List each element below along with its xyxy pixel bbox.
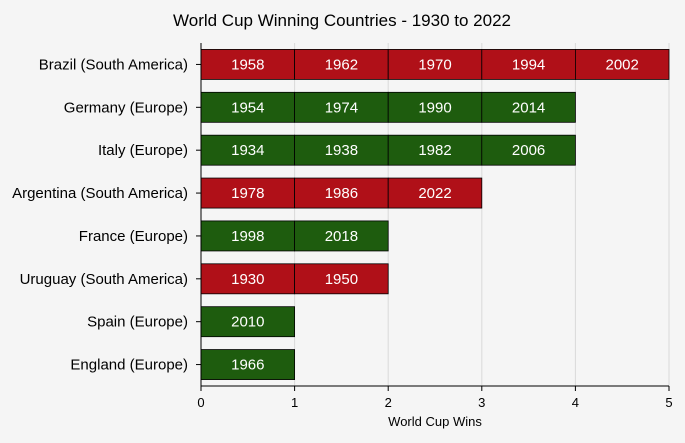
x-tick-label: 2 bbox=[385, 395, 392, 410]
segment-year-label: 1954 bbox=[231, 99, 264, 116]
bar-segment bbox=[294, 263, 389, 295]
segment-year-label: 1974 bbox=[325, 99, 358, 116]
segment-year-label: 2006 bbox=[512, 142, 545, 159]
segment-year-label: 2022 bbox=[418, 185, 451, 202]
bar-segment bbox=[294, 91, 389, 123]
bar-segment bbox=[294, 220, 389, 252]
category-label: Italy (Europe) bbox=[98, 142, 188, 159]
bar-segment bbox=[200, 91, 295, 123]
segment-year-label: 1950 bbox=[325, 271, 358, 288]
segment-year-label: 1994 bbox=[512, 56, 545, 73]
segment-year-label: 1930 bbox=[231, 271, 264, 288]
segment-year-label: 1990 bbox=[418, 99, 451, 116]
segment-year-label: 2014 bbox=[512, 99, 545, 116]
x-tick-label: 4 bbox=[572, 395, 579, 410]
segment-year-label: 1982 bbox=[418, 142, 451, 159]
category-label: Uruguay (South America) bbox=[20, 271, 188, 288]
bar-segment bbox=[200, 49, 295, 80]
segment-year-label: 2018 bbox=[325, 228, 358, 245]
bar-segment bbox=[294, 177, 389, 209]
segment-year-label: 1978 bbox=[231, 185, 264, 202]
x-tick-label: 5 bbox=[665, 395, 672, 410]
bar-segments: 1958 1962 1970 1994 2002 1954 1974 1990 2014 1934… bbox=[200, 49, 670, 380]
segment-year-label: 1938 bbox=[325, 142, 358, 159]
bar-segment bbox=[200, 263, 295, 295]
segment-year-label: 1970 bbox=[418, 56, 451, 73]
bar-segment bbox=[294, 134, 389, 166]
bar-segment bbox=[481, 134, 576, 166]
bar-segment bbox=[575, 49, 670, 80]
x-tick-label: 3 bbox=[478, 395, 485, 410]
chart-title: World Cup Winning Countries - 1930 to 20… bbox=[173, 11, 511, 30]
category-label: Brazil (South America) bbox=[39, 56, 188, 73]
category-label: Argentina (South America) bbox=[12, 185, 188, 202]
segment-year-label: 2010 bbox=[231, 314, 264, 331]
segment-year-label: 1986 bbox=[325, 185, 358, 202]
category-labels: Brazil (South America) Germany (Europe) It… bbox=[12, 56, 201, 374]
bar-segment bbox=[481, 91, 576, 123]
bar-segment bbox=[387, 49, 483, 80]
segment-year-label: 1998 bbox=[231, 228, 264, 245]
segment-year-label: 1966 bbox=[231, 357, 264, 374]
category-label: France (Europe) bbox=[79, 228, 188, 245]
x-tick-label: 1 bbox=[291, 395, 298, 410]
bar-segment bbox=[200, 349, 295, 380]
category-label: Germany (Europe) bbox=[64, 99, 188, 116]
x-ticks: 0 1 2 3 4 5 bbox=[197, 386, 673, 410]
segment-year-label: 1958 bbox=[231, 56, 264, 73]
segment-year-label: 1962 bbox=[325, 56, 358, 73]
segment-year-label: 2002 bbox=[606, 56, 639, 73]
category-label: Spain (Europe) bbox=[87, 314, 188, 331]
x-tick-label: 0 bbox=[197, 395, 204, 410]
category-label: England (Europe) bbox=[70, 357, 188, 374]
bar-segment bbox=[200, 220, 295, 252]
bar-segment bbox=[387, 177, 483, 209]
segment-year-label: 1934 bbox=[231, 142, 264, 159]
x-axis-label: World Cup Wins bbox=[388, 414, 482, 429]
bar-segment bbox=[294, 49, 389, 80]
